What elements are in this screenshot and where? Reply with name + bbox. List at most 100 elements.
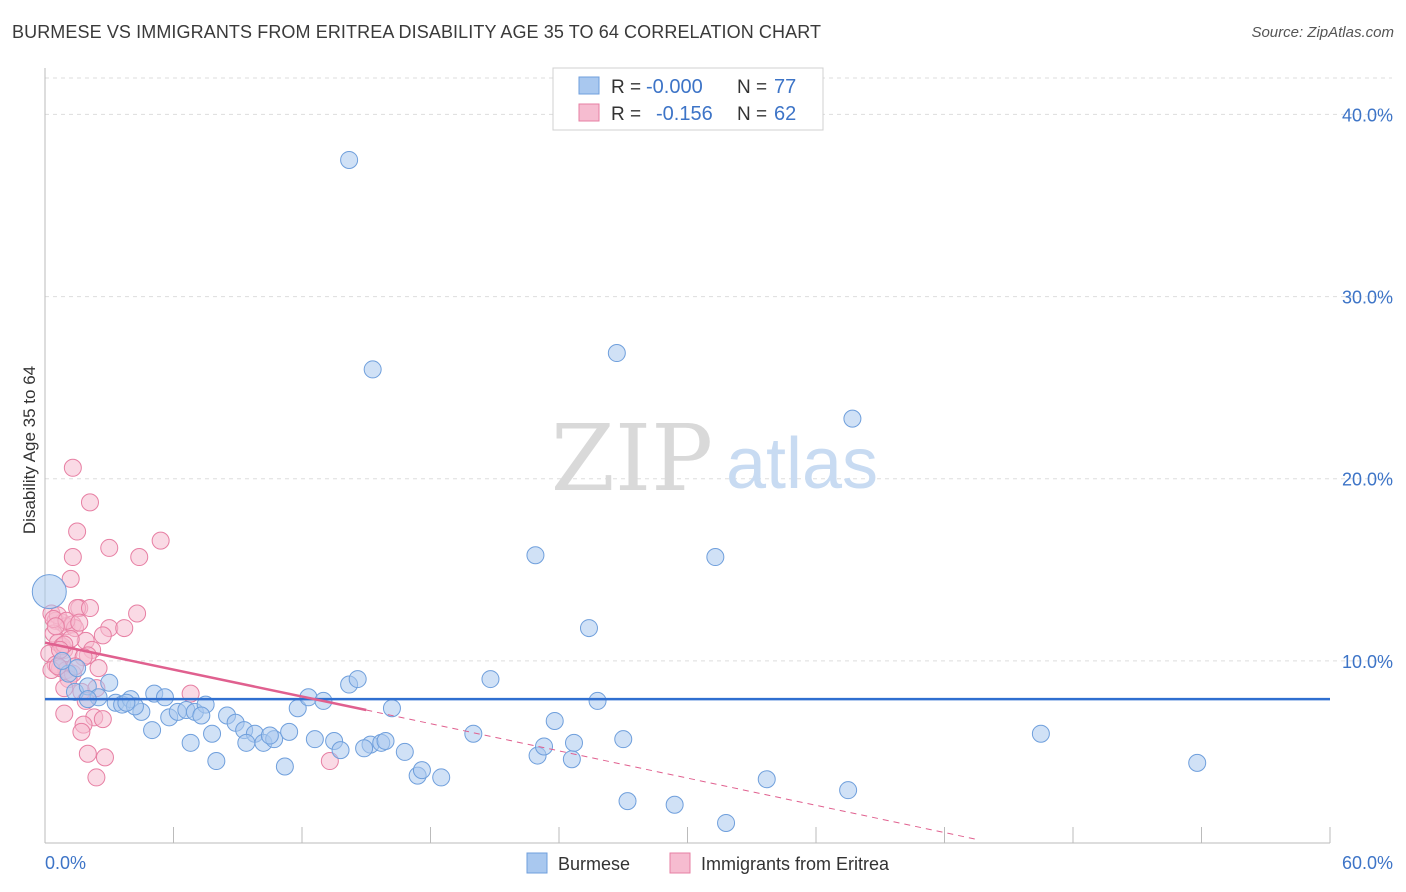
watermark: ZIP atlas bbox=[551, 405, 878, 512]
y-tick-label: 20.0% bbox=[1342, 470, 1393, 490]
burmese-point bbox=[363, 360, 382, 379]
burmese-point bbox=[117, 693, 136, 712]
eritrea-trend-line bbox=[44, 641, 367, 712]
burmese-point bbox=[192, 706, 211, 725]
burmese-point bbox=[526, 546, 545, 565]
legend-swatch-eritrea bbox=[669, 852, 691, 874]
stats-swatch-burmese bbox=[578, 76, 600, 95]
watermark-zip: ZIP bbox=[551, 405, 713, 512]
burmese-point bbox=[618, 792, 637, 811]
burmese-point bbox=[31, 574, 67, 610]
burmese-point bbox=[382, 699, 401, 718]
burmese-point bbox=[614, 730, 633, 749]
x-tick-label-max: 60.0% bbox=[1342, 853, 1393, 873]
burmese-point bbox=[843, 409, 862, 428]
eritrea-point bbox=[78, 744, 97, 763]
burmese-point bbox=[1188, 753, 1207, 772]
burmese-point bbox=[757, 770, 776, 789]
burmese-point bbox=[706, 548, 725, 567]
stats-n-label-2: N = bbox=[737, 104, 767, 125]
burmese-point bbox=[545, 711, 564, 730]
eritrea-trend-extension bbox=[366, 709, 977, 840]
axes: 10.0% 20.0% 30.0% 40.0% 0.0% 60.0% bbox=[44, 68, 1393, 873]
legend-label-burmese: Burmese bbox=[558, 854, 630, 874]
stats-n-value-2: 62 bbox=[774, 103, 796, 125]
burmese-point bbox=[348, 670, 367, 689]
eritrea-point bbox=[80, 599, 99, 618]
trend-lines bbox=[44, 641, 1330, 840]
burmese-point bbox=[481, 670, 500, 689]
burmese-point bbox=[535, 737, 554, 756]
stats-r-label-1: R = bbox=[611, 77, 641, 98]
eritrea-point bbox=[61, 569, 80, 588]
burmese-point bbox=[53, 651, 72, 670]
legend-label-eritrea: Immigrants from Eritrea bbox=[701, 854, 890, 874]
burmese-point bbox=[432, 768, 451, 787]
stats-n-label-1: N = bbox=[737, 77, 767, 98]
burmese-point bbox=[665, 795, 684, 814]
eritrea-point bbox=[130, 548, 149, 567]
stats-legend: R = -0.000 N = 77 R = -0.156 N = 62 bbox=[552, 67, 824, 131]
burmese-point bbox=[143, 721, 162, 740]
x-tick-label-min: 0.0% bbox=[45, 853, 86, 873]
eritrea-point bbox=[70, 613, 89, 632]
burmese-point bbox=[181, 733, 200, 752]
series-burmese-points bbox=[31, 150, 1207, 832]
y-tick-label: 40.0% bbox=[1342, 105, 1393, 125]
eritrea-point bbox=[63, 458, 82, 477]
burmese-point bbox=[588, 691, 607, 710]
eritrea-point bbox=[80, 493, 99, 512]
watermark-atlas: atlas bbox=[726, 424, 878, 504]
burmese-point bbox=[340, 150, 359, 169]
stats-n-value-1: 77 bbox=[774, 76, 796, 98]
eritrea-point bbox=[63, 548, 82, 567]
burmese-point bbox=[305, 730, 324, 749]
burmese-point bbox=[280, 722, 299, 741]
eritrea-point bbox=[320, 752, 339, 771]
legend-swatch-burmese bbox=[526, 852, 548, 874]
burmese-point bbox=[260, 726, 279, 745]
grid bbox=[45, 77, 1392, 662]
stats-swatch-eritrea bbox=[578, 103, 600, 122]
y-tick-label: 30.0% bbox=[1342, 288, 1393, 308]
eritrea-point bbox=[100, 538, 119, 557]
burmese-point bbox=[275, 757, 294, 776]
eritrea-point bbox=[93, 626, 112, 645]
eritrea-point bbox=[95, 748, 114, 767]
y-tick-label: 10.0% bbox=[1342, 652, 1393, 672]
burmese-point bbox=[839, 781, 858, 800]
burmese-point bbox=[331, 741, 350, 760]
stats-r-value-1: -0.000 bbox=[646, 76, 703, 98]
burmese-point bbox=[607, 344, 626, 363]
eritrea-point bbox=[128, 604, 147, 623]
burmese-point bbox=[1031, 724, 1050, 743]
stats-r-label-2: R = bbox=[611, 104, 641, 125]
burmese-point bbox=[412, 761, 431, 780]
burmese-point bbox=[68, 659, 87, 678]
source-label: Source: ZipAtlas.com bbox=[1251, 24, 1394, 41]
eritrea-point bbox=[68, 522, 87, 541]
eritrea-point bbox=[115, 619, 134, 638]
burmese-point bbox=[717, 813, 736, 832]
burmese-point bbox=[237, 733, 256, 752]
eritrea-point bbox=[151, 531, 170, 550]
burmese-point bbox=[464, 724, 483, 743]
burmese-point bbox=[203, 724, 222, 743]
stats-r-value-2: -0.156 bbox=[656, 103, 713, 125]
eritrea-point bbox=[55, 704, 74, 723]
eritrea-point bbox=[87, 768, 106, 787]
eritrea-point bbox=[72, 722, 91, 741]
series-legend: Burmese Immigrants from Eritrea bbox=[526, 852, 890, 874]
eritrea-point bbox=[93, 710, 112, 729]
burmese-point bbox=[579, 619, 598, 638]
burmese-point bbox=[564, 733, 583, 752]
eritrea-point bbox=[89, 659, 108, 678]
burmese-point bbox=[100, 673, 119, 692]
burmese-point bbox=[207, 752, 226, 771]
burmese-point bbox=[355, 739, 374, 758]
eritrea-point bbox=[46, 617, 65, 636]
burmese-point bbox=[155, 688, 174, 707]
burmese-point bbox=[395, 742, 414, 761]
burmese-point bbox=[376, 732, 395, 750]
